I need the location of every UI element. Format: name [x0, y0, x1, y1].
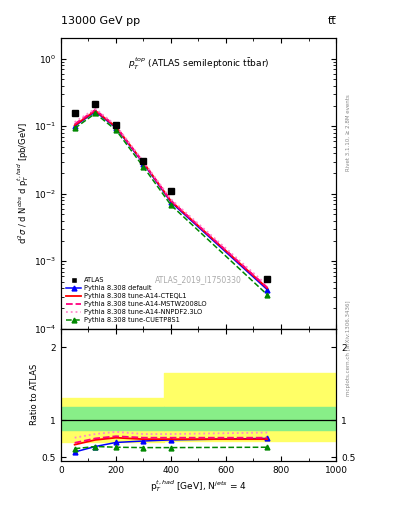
- Pythia 8.308 tune-A14-MSTW2008LO: [265, 284, 270, 290]
- Text: $p_T^{top}$ (ATLAS semileptonic t$\bar{\rm t}$bar): $p_T^{top}$ (ATLAS semileptonic t$\bar{\…: [128, 56, 269, 72]
- Pythia 8.308 tune-A14-NNPDF2.3LO: [72, 119, 77, 125]
- Text: tt̅: tt̅: [327, 15, 336, 26]
- Pythia 8.308 tune-A14-CTEQL1: [141, 159, 146, 165]
- Pythia 8.308 tune-A14-MSTW2008LO: [72, 121, 77, 127]
- Pythia 8.308 tune-A14-NNPDF2.3LO: [265, 282, 270, 288]
- Pythia 8.308 tune-A14-CTEQL1: [265, 285, 270, 291]
- Pythia 8.308 tune-A14-NNPDF2.3LO: [169, 196, 173, 202]
- Pythia 8.308 tune-A14-NNPDF2.3LO: [141, 159, 146, 165]
- Pythia 8.308 tune-A14-NNPDF2.3LO: [114, 122, 118, 129]
- Pythia 8.308 tune-CUETP8S1: [114, 127, 118, 133]
- Pythia 8.308 tune-A14-NNPDF2.3LO: [93, 105, 97, 112]
- Pythia 8.308 tune-CUETP8S1: [93, 110, 97, 116]
- Y-axis label: Ratio to ATLAS: Ratio to ATLAS: [30, 364, 39, 425]
- Line: Pythia 8.308 default: Pythia 8.308 default: [72, 109, 270, 292]
- Pythia 8.308 default: [169, 199, 173, 205]
- Line: Pythia 8.308 tune-A14-MSTW2008LO: Pythia 8.308 tune-A14-MSTW2008LO: [75, 110, 267, 287]
- Line: Pythia 8.308 tune-A14-CTEQL1: Pythia 8.308 tune-A14-CTEQL1: [75, 111, 267, 288]
- Pythia 8.308 tune-A14-MSTW2008LO: [114, 123, 118, 130]
- Pythia 8.308 default: [72, 123, 77, 130]
- Line: Pythia 8.308 tune-CUETP8S1: Pythia 8.308 tune-CUETP8S1: [72, 111, 270, 297]
- Pythia 8.308 default: [265, 287, 270, 293]
- ATLAS: [114, 122, 118, 128]
- Pythia 8.308 default: [114, 125, 118, 131]
- Text: Rivet 3.1.10, ≥ 2.8M events: Rivet 3.1.10, ≥ 2.8M events: [346, 95, 351, 172]
- Pythia 8.308 tune-CUETP8S1: [72, 125, 77, 132]
- Pythia 8.308 tune-CUETP8S1: [141, 164, 146, 170]
- Y-axis label: d$^2\sigma$ / d N$^{obs}$ d p$_T^{t,had}$ [pb/GeV]: d$^2\sigma$ / d N$^{obs}$ d p$_T^{t,had}…: [15, 123, 31, 244]
- ATLAS: [93, 101, 97, 107]
- Text: mcplots.cern.ch [arXiv:1306.3436]: mcplots.cern.ch [arXiv:1306.3436]: [346, 301, 351, 396]
- Pythia 8.308 tune-CUETP8S1: [265, 292, 270, 298]
- ATLAS: [265, 276, 270, 282]
- Pythia 8.308 tune-A14-CTEQL1: [169, 198, 173, 204]
- ATLAS: [72, 110, 77, 116]
- X-axis label: p$_T^{t,had}$ [GeV], N$^{jets}$ = 4: p$_T^{t,had}$ [GeV], N$^{jets}$ = 4: [150, 479, 247, 495]
- Pythia 8.308 tune-A14-MSTW2008LO: [141, 159, 146, 165]
- Text: ATLAS_2019_I1750330: ATLAS_2019_I1750330: [155, 275, 242, 284]
- Pythia 8.308 tune-A14-CTEQL1: [114, 124, 118, 130]
- Pythia 8.308 default: [141, 160, 146, 166]
- Pythia 8.308 tune-CUETP8S1: [169, 202, 173, 208]
- Pythia 8.308 tune-A14-MSTW2008LO: [93, 107, 97, 113]
- Pythia 8.308 default: [93, 109, 97, 115]
- Pythia 8.308 tune-A14-MSTW2008LO: [169, 198, 173, 204]
- Pythia 8.308 tune-A14-CTEQL1: [93, 108, 97, 114]
- Line: Pythia 8.308 tune-A14-NNPDF2.3LO: Pythia 8.308 tune-A14-NNPDF2.3LO: [75, 109, 267, 285]
- ATLAS: [141, 158, 146, 164]
- Text: 13000 GeV pp: 13000 GeV pp: [61, 15, 140, 26]
- Line: ATLAS: ATLAS: [72, 101, 270, 282]
- Pythia 8.308 tune-A14-CTEQL1: [72, 122, 77, 129]
- ATLAS: [169, 188, 173, 194]
- Legend: ATLAS, Pythia 8.308 default, Pythia 8.308 tune-A14-CTEQL1, Pythia 8.308 tune-A14: ATLAS, Pythia 8.308 default, Pythia 8.30…: [64, 275, 208, 326]
